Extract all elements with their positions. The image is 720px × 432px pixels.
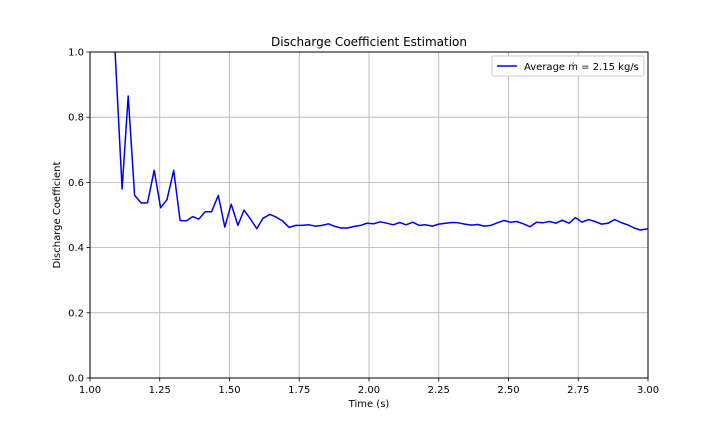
x-tick-label: 1.00 [79,385,101,396]
y-tick-label: 0.6 [68,178,84,189]
series-layer [114,51,649,231]
y-tick-label: 0.8 [68,113,84,124]
y-tick-label: 0.0 [68,374,84,385]
y-tick-label: 1.0 [68,48,84,59]
y-tick-label: 0.4 [68,243,84,254]
x-axis-title: Time (s) [348,399,390,410]
y-tick-label: 0.2 [68,308,84,319]
x-tick-label: 3.00 [637,385,659,396]
x-tick-label: 2.25 [428,385,450,396]
x-tick-label: 1.25 [149,385,171,396]
y-axis-title: Discharge Coefficient [52,161,63,268]
x-tick-label: 2.00 [358,385,380,396]
x-tick-label: 2.75 [567,385,589,396]
legend-box [491,55,645,77]
legend-label: Average ṁ = 2.15 kg/s [524,62,639,73]
x-tick-label: 1.50 [218,385,240,396]
legend: Average ṁ = 2.15 kg/s [491,55,645,77]
x-tick-label: 1.75 [288,385,310,396]
y-axis: 0.0 0.2 0.4 0.6 0.8 1.0 [68,48,90,385]
x-axis: 1.00 1.25 1.50 1.75 2.00 2.25 2.50 2.75 3.00 [79,378,659,396]
x-tick-label: 2.50 [497,385,519,396]
series-line [114,51,649,231]
chart-title: Discharge Coefficient Estimation [271,35,467,49]
